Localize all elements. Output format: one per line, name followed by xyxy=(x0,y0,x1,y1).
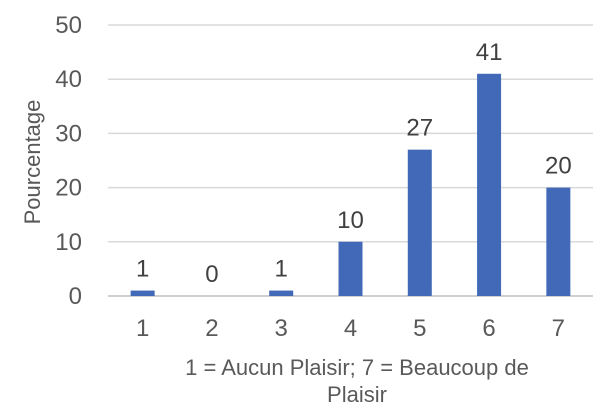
y-tick-label: 0 xyxy=(69,283,82,310)
x-tick-label: 3 xyxy=(275,315,288,342)
x-tick-label: 7 xyxy=(552,315,565,342)
bar xyxy=(407,149,432,296)
y-tick-label: 10 xyxy=(55,229,82,256)
bar-value-label: 41 xyxy=(476,39,503,66)
y-tick-label: 30 xyxy=(55,120,82,147)
y-axis-ticks: 0 10 20 30 40 50 xyxy=(55,12,82,310)
x-tick-label: 6 xyxy=(482,315,495,342)
x-axis-title-line-2: Plaisir xyxy=(327,382,387,407)
bar xyxy=(130,290,155,296)
bar xyxy=(269,290,294,296)
x-axis-ticks: 1 2 3 4 5 6 7 xyxy=(136,315,565,342)
bar-value-label: 27 xyxy=(406,115,433,142)
x-tick-label: 1 xyxy=(136,315,149,342)
y-axis-title: Pourcentage xyxy=(20,100,45,225)
x-tick-label: 4 xyxy=(344,315,357,342)
x-axis-title-line-1: 1 = Aucun Plaisir; 7 = Beaucoup de xyxy=(185,355,529,380)
bar-value-label: 20 xyxy=(545,153,572,180)
bar-value-label: 1 xyxy=(136,256,149,283)
x-tick-label: 2 xyxy=(205,315,218,342)
gridlines xyxy=(108,24,593,297)
bar-value-label: 1 xyxy=(275,256,288,283)
y-tick-label: 40 xyxy=(55,66,82,93)
y-tick-label: 50 xyxy=(55,12,82,39)
bar xyxy=(338,241,363,296)
bar-value-label: 0 xyxy=(205,261,218,288)
bars xyxy=(130,73,571,296)
bar-value-label: 10 xyxy=(337,207,364,234)
y-tick-label: 20 xyxy=(55,175,82,202)
bar xyxy=(477,73,502,296)
bar xyxy=(546,187,571,296)
x-tick-label: 5 xyxy=(413,315,426,342)
